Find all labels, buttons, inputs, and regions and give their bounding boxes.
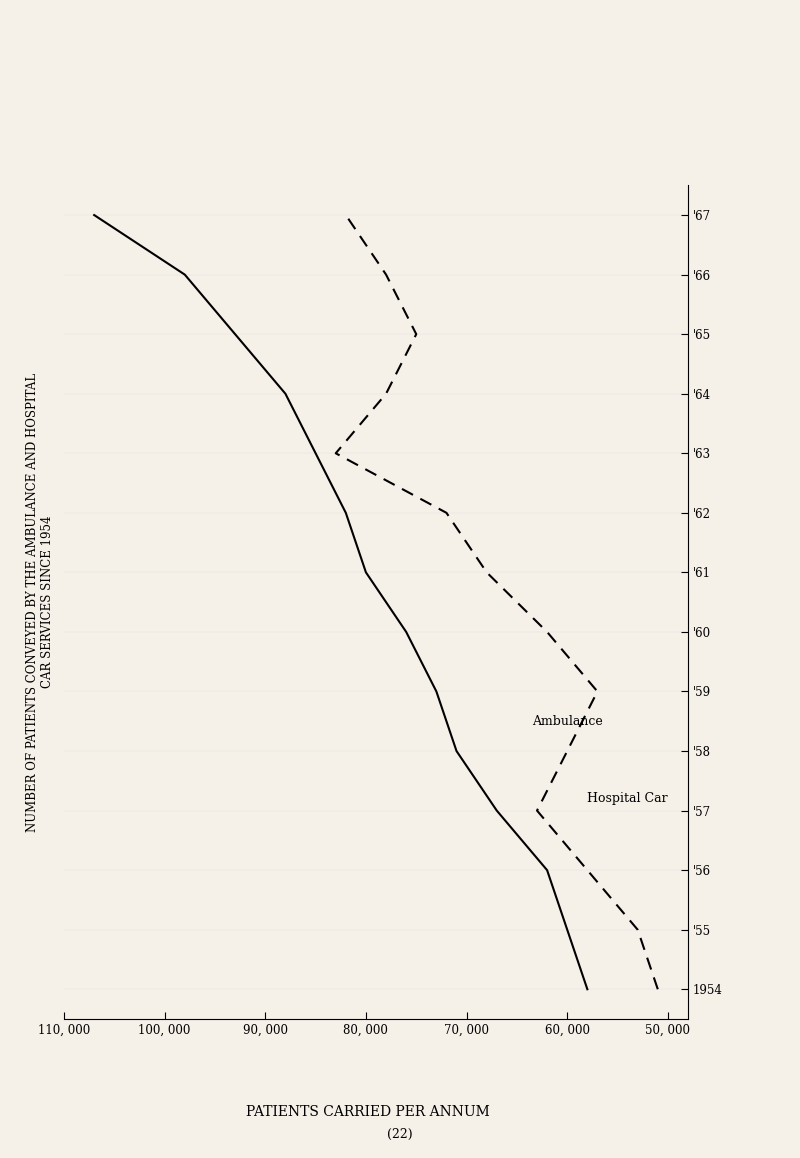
Text: PATIENTS CARRIED PER ANNUM: PATIENTS CARRIED PER ANNUM	[246, 1105, 490, 1119]
Text: (22): (22)	[387, 1128, 413, 1141]
Text: Ambulance: Ambulance	[532, 714, 602, 727]
Text: NUMBER OF PATIENTS CONVEYED BY THE AMBULANCE AND HOSPITAL
CAR SERVICES SINCE 195: NUMBER OF PATIENTS CONVEYED BY THE AMBUL…	[26, 373, 54, 831]
Text: Hospital Car: Hospital Car	[587, 792, 668, 805]
